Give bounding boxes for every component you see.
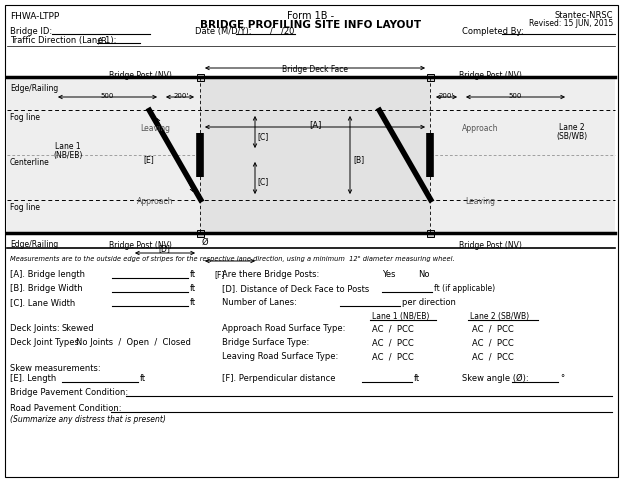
Text: 500: 500 (508, 93, 521, 99)
Text: Lane 1 (NB/EB): Lane 1 (NB/EB) (372, 312, 429, 321)
Text: ft (if applicable): ft (if applicable) (434, 284, 495, 293)
Text: Are there Bridge Posts:: Are there Bridge Posts: (222, 270, 319, 279)
Text: [F]: [F] (215, 270, 225, 279)
Text: Edge/Railing: Edge/Railing (10, 84, 58, 93)
Text: Bridge Post (NV): Bridge Post (NV) (108, 241, 171, 250)
Text: Bridge Post (NV): Bridge Post (NV) (459, 241, 521, 250)
Text: 200': 200' (439, 93, 454, 99)
Text: [D]. Distance of Deck Face to Posts: [D]. Distance of Deck Face to Posts (222, 284, 369, 293)
Text: Yes: Yes (382, 270, 396, 279)
Text: 500: 500 (100, 93, 113, 99)
Text: BRIDGE PROFILING SITE INFO LAYOUT: BRIDGE PROFILING SITE INFO LAYOUT (201, 20, 422, 30)
Text: ft: ft (414, 374, 420, 383)
Text: [A]. Bridge length: [A]. Bridge length (10, 270, 85, 279)
Text: Revised: 15 JUN, 2015: Revised: 15 JUN, 2015 (529, 19, 613, 28)
Text: (SB/WB): (SB/WB) (556, 132, 587, 141)
Text: Bridge Pavement Condition:: Bridge Pavement Condition: (10, 388, 128, 397)
Text: AC  /  PCC: AC / PCC (372, 324, 414, 333)
Text: Bridge Deck Face: Bridge Deck Face (282, 65, 348, 74)
Text: ft: ft (190, 298, 196, 307)
Text: Approach: Approach (462, 124, 498, 133)
Text: Form 1B -: Form 1B - (287, 11, 335, 21)
Text: Fog line: Fog line (10, 113, 40, 122)
Text: [F]. Perpendicular distance: [F]. Perpendicular distance (222, 374, 336, 383)
Text: Skew measurements:: Skew measurements: (10, 364, 101, 373)
Text: Bridge Post (NV): Bridge Post (NV) (108, 71, 171, 80)
Text: Leaving Road Surface Type:: Leaving Road Surface Type: (222, 352, 338, 361)
Text: (NB/EB): (NB/EB) (54, 151, 83, 160)
Text: No Joints  /  Open  /  Closed: No Joints / Open / Closed (76, 338, 191, 347)
Text: °: ° (560, 374, 564, 383)
Text: Ø: Ø (202, 238, 209, 247)
Bar (200, 77, 430, 233)
Text: [E]. Length: [E]. Length (10, 374, 56, 383)
Text: Measurements are to the outside edge of stripes for the respective lane directio: Measurements are to the outside edge of … (10, 256, 455, 262)
Text: [A]: [A] (309, 120, 321, 129)
Text: (Summarize any distress that is present): (Summarize any distress that is present) (10, 415, 166, 424)
Text: /B: /B (98, 36, 107, 45)
Text: [C]. Lane Width: [C]. Lane Width (10, 298, 75, 307)
Bar (196, 73, 204, 80)
Text: AC  /  PCC: AC / PCC (472, 338, 514, 347)
Text: Number of Lanes:: Number of Lanes: (222, 298, 297, 307)
Text: Date (M/D/Y):: Date (M/D/Y): (195, 27, 252, 36)
Text: Leaving: Leaving (140, 124, 170, 133)
Text: AC  /  PCC: AC / PCC (472, 352, 514, 361)
Text: Leaving: Leaving (465, 197, 495, 206)
Text: ft: ft (140, 374, 146, 383)
Text: Deck Joints:: Deck Joints: (10, 324, 60, 333)
Text: Bridge Surface Type:: Bridge Surface Type: (222, 338, 309, 347)
Text: ft: ft (190, 270, 196, 279)
Text: /: / (270, 27, 273, 36)
Text: Bridge ID:: Bridge ID: (10, 27, 52, 36)
Text: ft: ft (190, 284, 196, 293)
Text: Lane 1: Lane 1 (55, 142, 81, 151)
Text: per direction: per direction (402, 298, 456, 307)
Text: Stantec-NRSC: Stantec-NRSC (554, 11, 613, 20)
Text: [D]: [D] (158, 244, 170, 253)
Text: [E]: [E] (143, 155, 154, 164)
Bar (427, 229, 434, 237)
Text: Approach Road Surface Type:: Approach Road Surface Type: (222, 324, 345, 333)
Text: Road Pavement Condition:: Road Pavement Condition: (10, 404, 121, 413)
Text: Bridge Post (NV): Bridge Post (NV) (459, 71, 521, 80)
Text: Completed By:: Completed By: (462, 27, 523, 36)
Text: Skewed: Skewed (62, 324, 95, 333)
Text: Lane 2: Lane 2 (559, 123, 585, 132)
Text: Lane 2 (SB/WB): Lane 2 (SB/WB) (470, 312, 529, 321)
Text: Fog line: Fog line (10, 203, 40, 212)
Text: Skew angle (Ø):: Skew angle (Ø): (462, 374, 529, 383)
Bar (7, 77, 615, 233)
Text: [B]: [B] (353, 155, 364, 164)
Text: FHWA-LTPP: FHWA-LTPP (10, 12, 59, 21)
Text: [C]: [C] (257, 177, 269, 187)
Text: Deck Joint Types:: Deck Joint Types: (10, 338, 82, 347)
Text: 200': 200' (173, 93, 189, 99)
Text: AC  /  PCC: AC / PCC (372, 338, 414, 347)
Bar (427, 73, 434, 80)
Bar (196, 229, 204, 237)
Text: No: No (418, 270, 429, 279)
Text: Approach: Approach (137, 197, 173, 206)
Text: Edge/Railing: Edge/Railing (10, 240, 58, 249)
Text: AC  /  PCC: AC / PCC (472, 324, 514, 333)
Text: [B]. Bridge Width: [B]. Bridge Width (10, 284, 83, 293)
Text: /20: /20 (281, 27, 295, 36)
Text: Centerline: Centerline (10, 158, 50, 167)
Text: AC  /  PCC: AC / PCC (372, 352, 414, 361)
Text: [C]: [C] (257, 133, 269, 142)
Text: Traffic Direction (Lane 1):: Traffic Direction (Lane 1): (10, 36, 117, 45)
